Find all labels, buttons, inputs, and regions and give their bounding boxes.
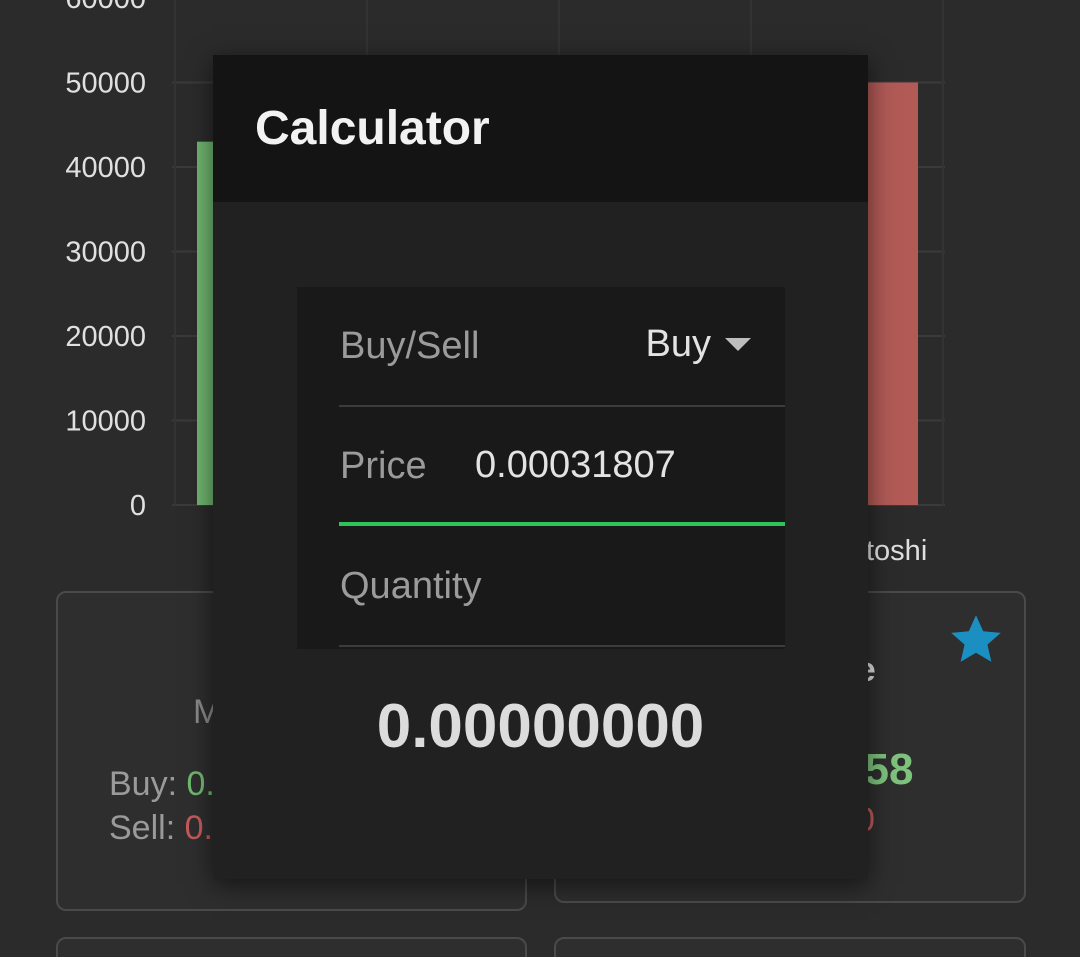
sell-label: Sell:	[109, 809, 176, 847]
exchange-card-next[interactable]	[554, 937, 1026, 957]
quantity-row	[297, 528, 785, 648]
price-input[interactable]	[475, 439, 775, 491]
x-tick-label: toshi	[866, 535, 927, 567]
y-tick-label: 20000	[65, 321, 146, 353]
y-tick-label: 40000	[65, 152, 146, 184]
y-tick-label: 30000	[65, 237, 146, 269]
dialog-header: Calculator	[213, 55, 868, 202]
price-row: Price	[297, 407, 785, 527]
chevron-down-icon	[725, 338, 751, 351]
market-card-next[interactable]	[56, 937, 527, 957]
sell-value: 0.	[184, 809, 213, 847]
dialog-title: Calculator	[255, 102, 490, 155]
buy-sell-select[interactable]: Buy	[646, 323, 751, 366]
buy-sell-label: Buy/Sell	[340, 325, 480, 367]
y-tick-label: 50000	[65, 68, 146, 100]
market-card-buy: Buy: 0.	[109, 765, 215, 804]
chart-bar	[858, 82, 918, 505]
y-tick-label: 10000	[65, 406, 146, 438]
buy-value: 0.	[186, 765, 215, 803]
buy-sell-row: Buy/Sell Buy	[297, 287, 785, 407]
price-label: Price	[340, 445, 427, 487]
buy-label: Buy:	[109, 765, 178, 803]
divider	[339, 645, 785, 647]
buy-sell-value: Buy	[645, 323, 711, 365]
y-axis-ticks: 0 10000 20000 30000 40000 50000 60000	[65, 0, 146, 522]
y-tick-label: 0	[130, 490, 146, 522]
star-icon[interactable]	[948, 611, 1004, 667]
price-input-underline	[339, 522, 785, 526]
market-card-sell: Sell: 0.	[109, 809, 213, 848]
calculated-total: 0.00000000	[376, 692, 705, 761]
calculator-form: Buy/Sell Buy Price	[297, 287, 785, 649]
y-tick-label: 60000	[65, 0, 146, 15]
quantity-input[interactable]	[340, 558, 770, 614]
calculator-dialog: Calculator Buy/Sell Buy Price 0.00000000	[213, 55, 868, 879]
divider	[339, 405, 785, 407]
x-axis-ticks: toshi	[866, 535, 927, 567]
